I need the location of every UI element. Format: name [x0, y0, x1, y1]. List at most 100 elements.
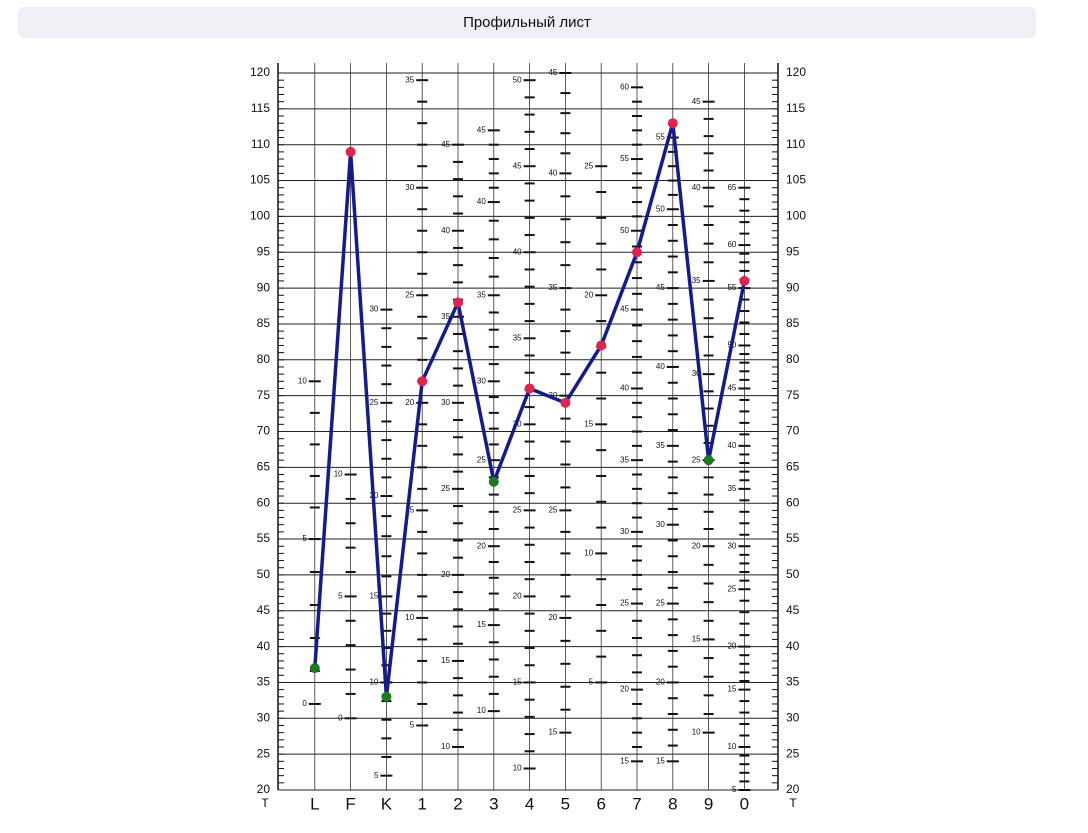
y-tick-label: 120 [786, 65, 806, 79]
raw-label: 15 [620, 756, 629, 765]
raw-label: 0 [338, 713, 343, 722]
raw-label: 15 [692, 635, 701, 644]
raw-label: 30 [441, 398, 450, 407]
raw-label: 10 [334, 470, 343, 479]
raw-label: 45 [692, 97, 701, 106]
raw-label: 30 [548, 391, 557, 400]
raw-label: 15 [584, 419, 593, 428]
y-tick-label: 85 [257, 316, 271, 330]
y-tick-label: 100 [786, 209, 806, 223]
raw-label: 25 [727, 584, 736, 593]
raw-label: 30 [620, 527, 629, 536]
raw-label: 20 [441, 570, 450, 579]
raw-label: 5 [410, 721, 415, 730]
y-tick-label: 115 [251, 101, 270, 115]
y-tick-label: 25 [257, 746, 271, 760]
raw-label: 15 [727, 685, 736, 694]
y-tick-label: 40 [786, 639, 800, 653]
raw-label: 25 [513, 505, 522, 514]
raw-label: 20 [620, 685, 629, 694]
raw-label: 25 [620, 599, 629, 608]
y-tick-label: 20 [786, 782, 800, 796]
raw-label: 10 [298, 376, 307, 385]
y-tick-label: 65 [257, 460, 271, 474]
raw-label: 40 [727, 441, 736, 450]
x-tick-label: 1 [417, 794, 426, 813]
raw-label: 35 [477, 290, 486, 299]
x-tick-label: F [345, 794, 355, 813]
raw-label: 35 [405, 75, 414, 84]
y-tick-label: 80 [257, 352, 271, 366]
x-tick-label: 5 [561, 794, 570, 813]
raw-label: 40 [477, 197, 486, 206]
raw-label: 5 [589, 678, 594, 687]
raw-label: 40 [692, 183, 701, 192]
profile-point [596, 340, 607, 351]
x-tick-label: 9 [704, 794, 713, 813]
raw-label: 15 [405, 505, 414, 514]
y-tick-label: 60 [257, 495, 271, 509]
raw-label: 30 [727, 541, 736, 550]
y-tick-label: 75 [786, 388, 800, 402]
raw-label: 35 [441, 312, 450, 321]
raw-label: 60 [727, 240, 736, 249]
raw-label: 10 [405, 613, 414, 622]
raw-label: 20 [548, 613, 557, 622]
x-tick-label: 0 [740, 794, 749, 813]
raw-label: 55 [727, 283, 736, 292]
y-tick-label: 105 [250, 173, 270, 187]
profile-point [632, 247, 642, 258]
y-tick-label: 40 [257, 639, 271, 653]
raw-label: 60 [620, 82, 629, 91]
y-tick-label: 50 [786, 567, 800, 581]
raw-label: 45 [727, 384, 736, 393]
raw-label: 15 [656, 756, 665, 765]
raw-label: 20 [584, 290, 593, 299]
raw-label: 15 [369, 592, 378, 601]
y-tick-label: 115 [786, 101, 805, 115]
raw-label: 20 [727, 642, 736, 651]
y-tick-label: 35 [786, 675, 800, 689]
profile-point [524, 383, 535, 394]
profile-point [309, 663, 320, 674]
raw-label: 0 [302, 699, 307, 708]
x-tick-label: 6 [596, 794, 605, 813]
raw-label: 40 [620, 384, 629, 393]
raw-label: 45 [620, 305, 629, 314]
profile-point [453, 297, 463, 308]
raw-label: 25 [548, 505, 557, 514]
y-tick-label: 100 [250, 209, 270, 223]
y-tick-label: 110 [251, 137, 270, 151]
raw-label: 25 [692, 455, 701, 464]
y-tick-label: 45 [257, 603, 271, 617]
raw-label: 20 [477, 541, 486, 550]
profile-point [488, 476, 499, 487]
raw-label: 15 [513, 678, 522, 687]
raw-label: 50 [620, 226, 629, 235]
x-tick-label: L [310, 794, 319, 813]
raw-label: 50 [656, 204, 665, 213]
raw-label: 25 [477, 455, 486, 464]
y-tick-label: 30 [786, 710, 800, 724]
raw-label: 45 [477, 125, 486, 134]
y-tick-label: 110 [786, 137, 805, 151]
raw-label: 40 [656, 362, 665, 371]
profile-point [381, 691, 392, 702]
header-bar [18, 7, 1036, 38]
profile-point [739, 275, 750, 286]
y-tick-label: 20 [257, 782, 271, 796]
raw-label: 10 [513, 764, 522, 773]
raw-label: 15 [441, 656, 450, 665]
raw-label: 40 [441, 226, 450, 235]
y-tick-label: 70 [257, 424, 271, 438]
y-tick-label: 90 [786, 280, 800, 294]
raw-label: 30 [656, 520, 665, 529]
y-tick-label: 85 [786, 316, 800, 330]
profile-point [667, 118, 678, 129]
raw-label: 45 [441, 140, 450, 149]
y-tick-label: 25 [786, 746, 800, 760]
chart-title: Профильный лист [463, 14, 591, 31]
raw-label: 5 [732, 785, 737, 794]
raw-label: 10 [477, 706, 486, 715]
y-tick-label: 55 [786, 531, 800, 545]
